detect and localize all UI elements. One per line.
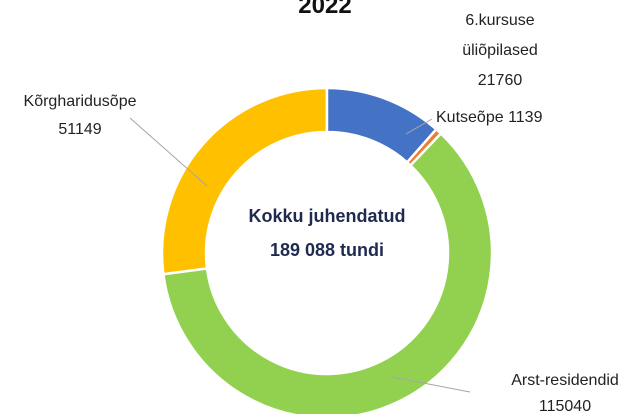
label-value: 51149 bbox=[58, 121, 102, 138]
data-label: 6.kursuse üliõpilased 21760 bbox=[440, 6, 560, 96]
leader-line bbox=[391, 376, 471, 393]
chart-title: 2022 bbox=[298, 0, 352, 19]
label-category: Kutseõpe bbox=[436, 109, 504, 126]
leader-line bbox=[405, 118, 433, 135]
leader-line bbox=[129, 117, 208, 187]
label-value: 115040 bbox=[538, 398, 592, 414]
data-label: Kutseõpe 1139 bbox=[436, 104, 542, 132]
data-label: Arst-residendid 115040 bbox=[500, 368, 630, 414]
label-category: Kõrgharidusõpe bbox=[23, 93, 137, 110]
label-category: 6.kursuse üliõpilased bbox=[462, 12, 538, 59]
label-category: Arst-residendid bbox=[511, 372, 619, 389]
donut-slice bbox=[325, 86, 438, 165]
donut-slice bbox=[161, 131, 494, 414]
label-value: 21760 bbox=[477, 72, 523, 89]
center-text: Kokku juhendatud 189 088 tundi bbox=[248, 206, 406, 260]
label-value: 1139 bbox=[508, 109, 543, 126]
data-label: Kõrgharidusõpe 51149 bbox=[5, 88, 155, 144]
